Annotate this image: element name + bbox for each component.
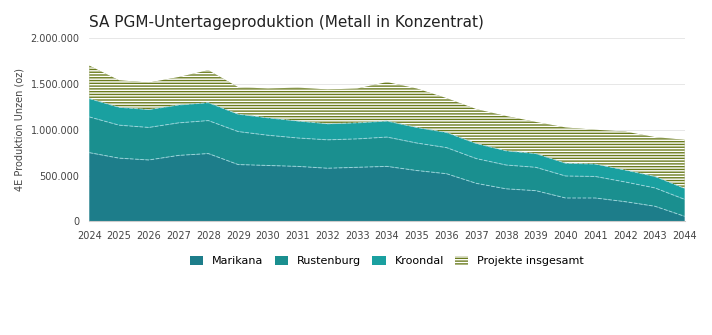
Legend: Marikana, Rustenburg, Kroondal, Projekte insgesamt: Marikana, Rustenburg, Kroondal, Projekte… [186, 252, 588, 271]
Text: SA PGM-Untertageproduktion (Metall in Konzentrat): SA PGM-Untertageproduktion (Metall in Ko… [89, 15, 484, 30]
Y-axis label: 4E Produktion Unzen (oz): 4E Produktion Unzen (oz) [15, 68, 25, 191]
